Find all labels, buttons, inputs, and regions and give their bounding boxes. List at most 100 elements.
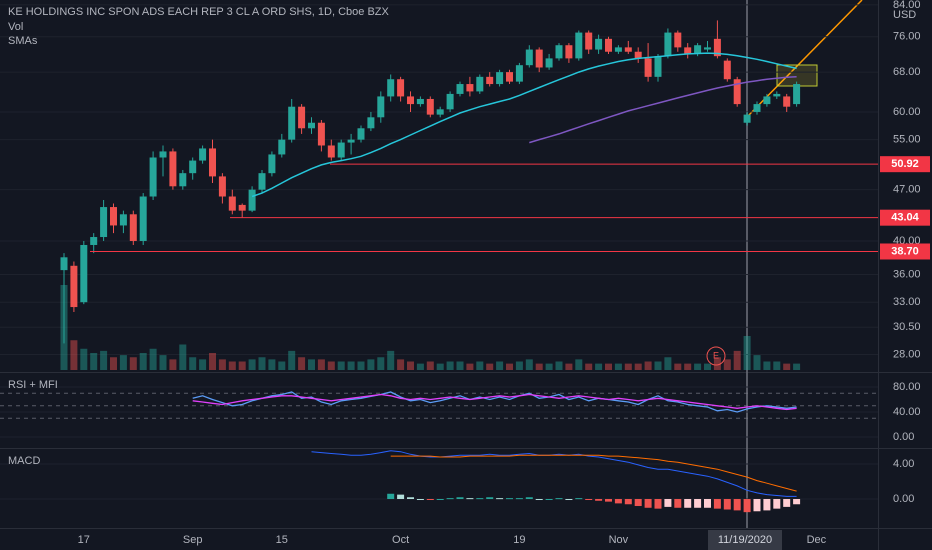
candle-body	[733, 79, 741, 105]
volume-bar	[565, 363, 573, 370]
candle-body	[218, 176, 226, 197]
volume-bar	[397, 359, 405, 370]
candle-body	[575, 32, 583, 59]
x-tick-label: 19	[513, 534, 525, 546]
histogram-bar	[684, 499, 692, 508]
candle-body	[248, 189, 256, 211]
candle-body	[614, 47, 622, 52]
candle-body	[238, 204, 246, 211]
level-box	[880, 243, 930, 260]
candle-body	[317, 122, 325, 146]
volume-bar	[169, 359, 177, 370]
candle-body	[753, 104, 761, 112]
volume-bar	[684, 363, 692, 370]
volume-bar	[793, 363, 801, 370]
candle-body	[783, 96, 791, 107]
histogram-bar	[733, 499, 741, 511]
candle-body	[773, 93, 781, 97]
volume-bar	[555, 361, 563, 370]
candle-body	[159, 151, 167, 158]
candle-body	[90, 237, 98, 245]
histogram-bar	[525, 497, 533, 500]
candle-body	[426, 98, 434, 115]
volume-bar	[278, 361, 286, 370]
candle-body	[634, 51, 642, 59]
volume-bar	[595, 363, 603, 370]
sma-line	[251, 52, 797, 198]
candle-body	[654, 56, 662, 77]
candle-body	[763, 96, 771, 105]
level-box	[880, 209, 930, 226]
volume-bar	[476, 361, 484, 370]
y-tick-label: 4.00	[893, 458, 914, 470]
volume-bar	[783, 363, 791, 370]
volume-bar	[416, 363, 424, 370]
volume-bar	[704, 363, 711, 370]
histogram-bar	[595, 499, 603, 501]
candle-body	[387, 79, 395, 97]
candle-body	[367, 117, 375, 129]
volume-bar	[407, 361, 414, 370]
volume-bar	[308, 359, 315, 370]
volume-bar	[733, 350, 741, 370]
macd-line	[311, 450, 797, 497]
histogram-bar	[476, 498, 484, 500]
histogram-bar	[763, 499, 771, 511]
histogram-bar	[426, 499, 434, 501]
volume-label: Vol	[8, 21, 23, 33]
y-tick-label: 36.00	[893, 268, 921, 280]
volume-bar	[506, 363, 513, 370]
volume-bar	[585, 363, 593, 370]
candle-body	[545, 58, 553, 68]
volume-bar	[228, 361, 236, 370]
volume-bar	[387, 350, 395, 370]
volume-bar	[149, 348, 157, 370]
volume-bar	[119, 355, 127, 370]
volume-bar	[110, 357, 117, 370]
volume-bar	[347, 361, 355, 370]
y-tick-label: 84.00	[893, 0, 921, 11]
volume-bar	[238, 361, 246, 370]
volume-bar	[575, 359, 583, 370]
y-tick-label: 0.00	[893, 493, 914, 505]
y-tick-label: 68.00	[893, 66, 921, 78]
volume-bar	[179, 344, 187, 370]
volume-bar	[377, 357, 385, 370]
volume-bar	[486, 363, 494, 370]
volume-bar	[753, 355, 761, 370]
x-tick-label: Sep	[183, 534, 203, 546]
candle-body	[456, 84, 464, 94]
candle-body	[209, 148, 216, 177]
volume-bar	[515, 361, 523, 370]
histogram-bar	[773, 499, 781, 509]
candle-body	[713, 38, 721, 57]
volume-bar	[70, 340, 78, 370]
histogram-bar	[535, 499, 543, 501]
volume-bar	[624, 363, 632, 370]
candle-body	[585, 32, 593, 50]
histogram-bar	[496, 498, 504, 500]
volume-bar	[159, 355, 167, 370]
histogram-bar	[743, 499, 751, 513]
candle-body	[189, 160, 197, 174]
volume-bar	[535, 363, 543, 370]
histogram-bar	[614, 499, 622, 504]
candle-body	[723, 60, 731, 80]
histogram-bar	[694, 499, 702, 508]
x-tick-label: Oct	[392, 534, 409, 546]
candle-body	[278, 139, 286, 155]
macd-line	[390, 454, 797, 492]
candle-body	[308, 122, 315, 129]
histogram-bar	[575, 498, 583, 500]
y-tick-label: 76.00	[893, 31, 921, 43]
y-tick-label: 55.00	[893, 134, 921, 146]
candle-body	[60, 257, 68, 271]
candle-body	[397, 79, 405, 97]
volume-bar	[614, 363, 622, 370]
histogram-bar	[585, 499, 593, 501]
candle-body	[743, 114, 751, 123]
candle-body	[110, 207, 117, 226]
histogram-bar	[723, 499, 731, 510]
y-tick-label: 33.00	[893, 296, 921, 308]
volume-bar	[129, 357, 137, 370]
